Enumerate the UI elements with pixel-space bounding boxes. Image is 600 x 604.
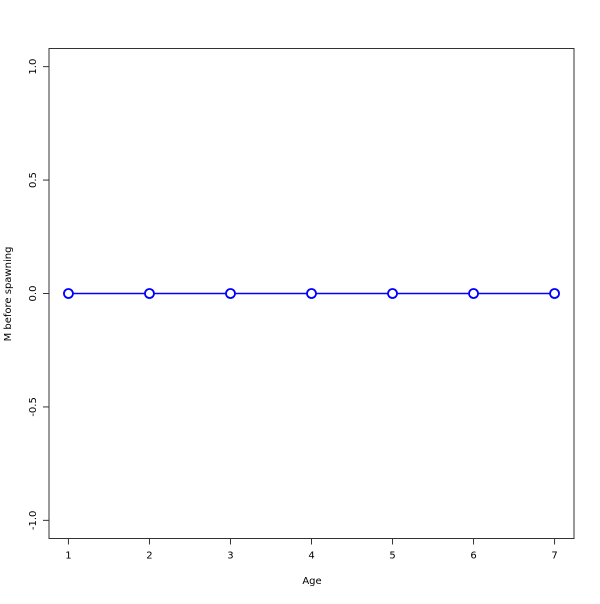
x-tick-label: 5 xyxy=(389,551,395,562)
series xyxy=(63,288,560,299)
data-point xyxy=(63,288,74,299)
x-tick-label: 4 xyxy=(308,551,314,562)
x-tick-label: 1 xyxy=(65,551,71,562)
y-axis: -1.0 -0.5 0.0 0.5 1.0 xyxy=(28,59,49,530)
data-point xyxy=(306,288,317,299)
y-tick-label: 1.0 xyxy=(28,59,39,75)
y-axis-label: M before spawning xyxy=(3,247,14,342)
x-axis: 1 2 3 4 5 6 7 xyxy=(65,538,558,562)
y-tick-label: -0.5 xyxy=(28,397,39,417)
y-tick-label: 0.5 xyxy=(28,172,39,188)
data-point xyxy=(225,288,236,299)
x-axis-label: Age xyxy=(302,576,321,587)
data-point xyxy=(144,288,155,299)
x-tick-label: 7 xyxy=(551,551,557,562)
x-tick-label: 2 xyxy=(146,551,152,562)
x-tick-label: 3 xyxy=(227,551,233,562)
y-tick-label: 0.0 xyxy=(28,286,39,302)
x-tick-label: 6 xyxy=(470,551,476,562)
data-point xyxy=(549,288,560,299)
y-tick-label: -1.0 xyxy=(28,511,39,531)
data-point xyxy=(387,288,398,299)
data-point xyxy=(468,288,479,299)
